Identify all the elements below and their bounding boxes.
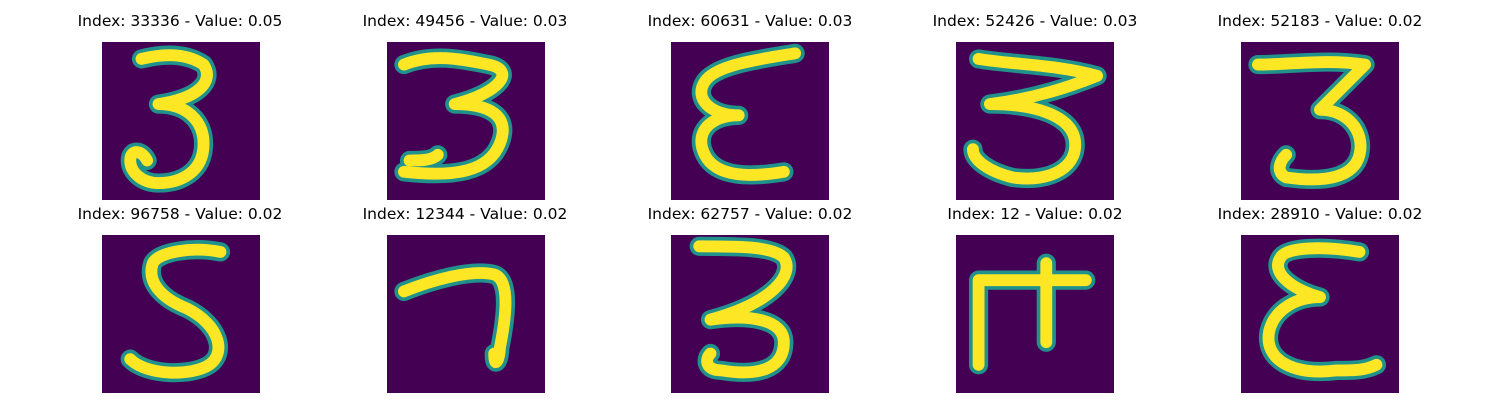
sample-cell: Index: 52426 - Value: 0.03	[893, 8, 1178, 200]
sample-cell: Index: 62757 - Value: 0.02	[608, 201, 893, 393]
digit-stroke-core	[1262, 242, 1383, 378]
digit-stroke-core	[398, 267, 512, 369]
sample-title: Index: 49456 - Value: 0.03	[362, 12, 568, 30]
sample-title: Index: 33336 - Value: 0.05	[77, 12, 283, 30]
sample-title: Index: 60631 - Value: 0.03	[647, 12, 853, 30]
digit-image	[1241, 42, 1399, 200]
digit-stroke-core	[1252, 56, 1372, 186]
digit-image	[387, 42, 545, 200]
digit-background	[387, 235, 545, 393]
digit-image	[956, 42, 1114, 200]
digit-image	[102, 235, 260, 393]
sample-title: Index: 12 - Value: 0.02	[947, 205, 1123, 223]
sample-cell: Index: 12344 - Value: 0.02	[323, 201, 608, 393]
digit-stroke-core	[693, 240, 793, 379]
digit-stroke-core	[972, 257, 1092, 371]
sample-title: Index: 28910 - Value: 0.02	[1217, 205, 1423, 223]
digit-image	[387, 235, 545, 393]
digit-image	[671, 42, 829, 200]
digit-image	[671, 235, 829, 393]
sample-cell: Index: 49456 - Value: 0.03	[323, 8, 608, 200]
digit-stroke-core	[967, 53, 1103, 185]
sample-cell: Index: 28910 - Value: 0.02	[1178, 201, 1463, 393]
sample-cell: Index: 60631 - Value: 0.03	[608, 8, 893, 200]
sample-title: Index: 12344 - Value: 0.02	[362, 205, 568, 223]
sample-cell: Index: 33336 - Value: 0.05	[38, 8, 323, 200]
sample-title: Index: 52426 - Value: 0.03	[932, 12, 1138, 30]
sample-title: Index: 52183 - Value: 0.02	[1217, 12, 1423, 30]
digit-image	[1241, 235, 1399, 393]
sample-cell: Index: 12 - Value: 0.02	[893, 201, 1178, 393]
digit-stroke-core	[695, 47, 802, 181]
sample-title: Index: 96758 - Value: 0.02	[77, 205, 283, 223]
sample-title: Index: 62757 - Value: 0.02	[647, 205, 853, 223]
sample-cell: Index: 96758 - Value: 0.02	[38, 201, 323, 393]
sample-cell: Index: 52183 - Value: 0.02	[1178, 8, 1463, 200]
digit-stroke-core	[124, 49, 213, 189]
digit-image	[956, 235, 1114, 393]
digit-image	[102, 42, 260, 200]
digit-stroke-core	[124, 243, 227, 379]
digit-stroke-core	[398, 52, 509, 180]
